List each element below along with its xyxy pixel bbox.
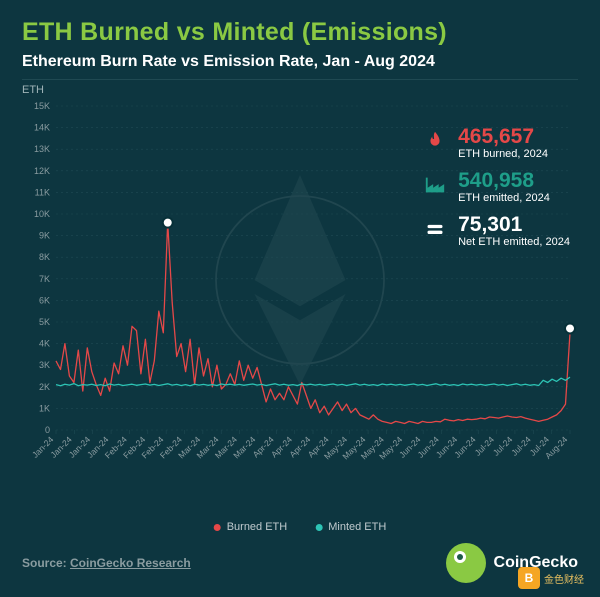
chart-card: ETH Burned vs Minted (Emissions) Ethereu… [0, 0, 600, 597]
watermark-text: 金色财经 [544, 571, 584, 586]
svg-text:11K: 11K [35, 187, 50, 197]
svg-text:Jul-24: Jul-24 [509, 434, 533, 458]
source: Source: CoinGecko Research [22, 556, 191, 570]
chart-area: 465,657 ETH burned, 2024 540,958 ETH emi… [22, 100, 578, 484]
equals-icon [422, 216, 448, 242]
stat-burned-label: ETH burned, 2024 [458, 148, 548, 160]
svg-text:4K: 4K [39, 339, 50, 349]
svg-text:Jun-24: Jun-24 [452, 434, 478, 460]
divider [22, 79, 578, 80]
svg-text:8K: 8K [39, 252, 50, 262]
svg-text:14K: 14K [34, 123, 50, 133]
legend-burned: Burned ETH [214, 521, 288, 533]
stat-net: 75,301 Net ETH emitted, 2024 [422, 214, 570, 248]
svg-text:1K: 1K [39, 403, 50, 413]
watermark-badge-icon: B [518, 567, 540, 589]
stat-net-label: Net ETH emitted, 2024 [458, 236, 570, 248]
gecko-logo-icon [446, 543, 486, 583]
svg-text:Jul-24: Jul-24 [491, 434, 515, 458]
legend: Burned ETH Minted ETH [214, 521, 387, 533]
stat-net-value: 75,301 [458, 214, 570, 236]
footer: Source: CoinGecko Research CoinGecko [22, 543, 578, 583]
stat-emitted-label: ETH emitted, 2024 [458, 192, 550, 204]
svg-text:15K: 15K [34, 101, 50, 111]
svg-text:6K: 6K [39, 295, 50, 305]
svg-text:10K: 10K [34, 209, 50, 219]
legend-minted-dot [315, 524, 322, 531]
svg-text:7K: 7K [39, 274, 50, 284]
factory-icon [422, 172, 448, 198]
source-prefix: Source: [22, 556, 70, 570]
svg-text:5K: 5K [39, 317, 50, 327]
stat-burned: 465,657 ETH burned, 2024 [422, 126, 570, 160]
flame-icon [422, 128, 448, 154]
svg-text:12K: 12K [34, 166, 50, 176]
stat-emitted-value: 540,958 [458, 170, 550, 192]
chart-title: ETH Burned vs Minted (Emissions) [22, 18, 578, 47]
watermark: B 金色财经 [518, 567, 584, 589]
legend-burned-dot [214, 524, 221, 531]
stat-burned-value: 465,657 [458, 126, 548, 148]
stats-panel: 465,657 ETH burned, 2024 540,958 ETH emi… [422, 126, 570, 248]
svg-text:0: 0 [45, 425, 50, 435]
y-axis-title: ETH [22, 84, 578, 96]
stat-emitted: 540,958 ETH emitted, 2024 [422, 170, 570, 204]
legend-minted-label: Minted ETH [328, 521, 386, 533]
svg-text:13K: 13K [34, 144, 50, 154]
legend-burned-label: Burned ETH [227, 521, 288, 533]
chart-subtitle: Ethereum Burn Rate vs Emission Rate, Jan… [22, 53, 578, 71]
source-link[interactable]: CoinGecko Research [70, 556, 191, 570]
svg-text:9K: 9K [39, 231, 50, 241]
svg-text:Jul-24: Jul-24 [473, 434, 497, 458]
svg-text:3K: 3K [39, 360, 50, 370]
svg-text:2K: 2K [39, 382, 50, 392]
legend-minted: Minted ETH [315, 521, 386, 533]
